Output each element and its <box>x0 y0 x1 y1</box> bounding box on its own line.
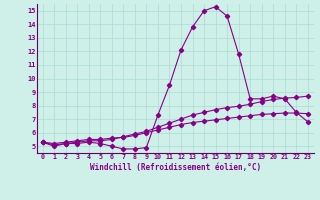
X-axis label: Windchill (Refroidissement éolien,°C): Windchill (Refroidissement éolien,°C) <box>90 163 261 172</box>
